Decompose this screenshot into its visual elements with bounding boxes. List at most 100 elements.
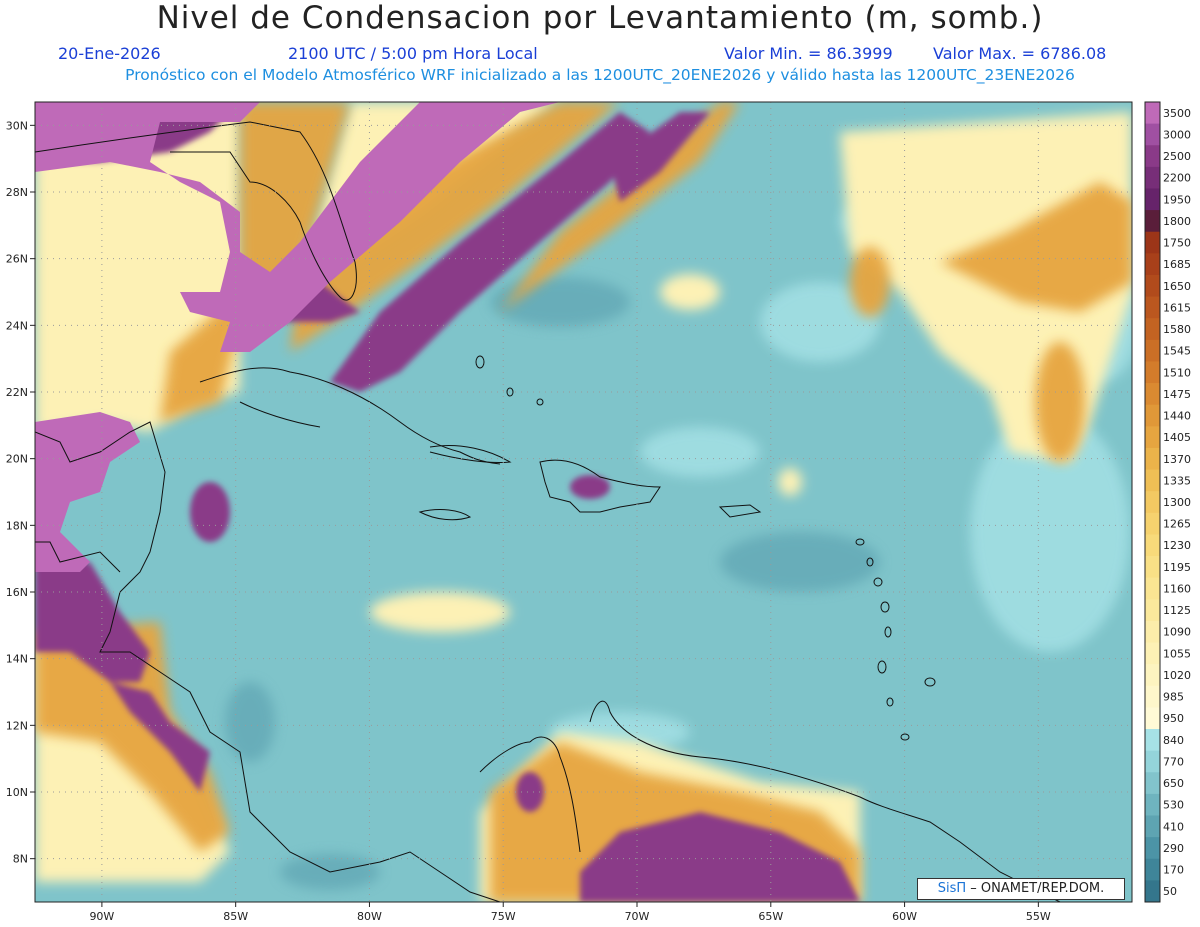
lat-tick-label: 26N: [6, 253, 28, 266]
highest-lcl-lilac: [35, 102, 560, 572]
colorbar-label: 50: [1163, 885, 1177, 898]
colorbar-label: 770: [1163, 755, 1184, 768]
lon-tick-label: 60W: [892, 910, 917, 923]
colorbar-label: 1580: [1163, 323, 1191, 336]
colorbar-swatch: [1145, 426, 1160, 449]
colorbar-swatch: [1145, 577, 1160, 600]
colorbar-swatch: [1145, 512, 1160, 535]
lon-tick-label: 55W: [1026, 910, 1051, 923]
colorbar-label: 1405: [1163, 431, 1191, 444]
colorbar-label: 1475: [1163, 388, 1191, 401]
colorbar-swatch: [1145, 880, 1160, 903]
colorbar-swatch: [1145, 361, 1160, 384]
island-chain: [475, 355, 936, 741]
forecast-time: 2100 UTC / 5:00 pm Hora Local: [288, 44, 538, 63]
colorbar-swatch: [1145, 685, 1160, 708]
lon-tick-label: 75W: [491, 910, 516, 923]
colorbar-swatch: [1145, 102, 1160, 125]
colorbar-border: [1144, 101, 1161, 903]
plot-border: [34, 101, 1133, 903]
colorbar-label: 1950: [1163, 193, 1191, 206]
colorbar-label: 1090: [1163, 626, 1191, 639]
lat-tick-label: 16N: [6, 586, 28, 599]
colorbar-label: 170: [1163, 864, 1184, 877]
colorbar-label: 1650: [1163, 280, 1191, 293]
lon-tick-label: 90W: [89, 910, 114, 923]
coastlines: [35, 121, 1061, 902]
colorbar-swatch: [1145, 188, 1160, 211]
map-title: Nivel de Condensacion por Levantamiento …: [156, 0, 1044, 36]
model-subtitle: Pronóstico con el Modelo Atmosférico WRF…: [125, 66, 1075, 84]
colorbar-swatch: [1145, 145, 1160, 168]
colorbar-swatch: [1145, 620, 1160, 643]
lat-tick-label: 20N: [6, 453, 28, 466]
colorbar-swatch: [1145, 339, 1160, 362]
colorbar-swatch: [1145, 253, 1160, 276]
colorbar-swatch: [1145, 210, 1160, 233]
colorbar-swatch: [1145, 491, 1160, 514]
lat-tick-label: 30N: [6, 119, 28, 132]
colorbar-label: 1545: [1163, 345, 1191, 358]
colorbar-swatch: [1145, 383, 1160, 406]
colorbar: 3500 3000 2500 2200 1950 1800 1750 1685 1650 1615…: [1144, 101, 1191, 903]
colorbar-swatch: [1145, 815, 1160, 838]
colorbar-swatch: [1145, 296, 1160, 319]
lcl-map: 90W 85W 80W 75W 70W 65W 60W 55W 8N 10N 12N 14N 16N 18…: [6, 101, 1191, 923]
colorbar-label: 985: [1163, 691, 1184, 704]
colorbar-swatch: [1145, 837, 1160, 860]
credit-brand: SisΠ: [937, 881, 967, 896]
colorbar-label: 1230: [1163, 539, 1191, 552]
colorbar-swatch: [1145, 750, 1160, 773]
max-value-label: Valor Max. = 6786.08: [933, 44, 1107, 63]
axes: 90W 85W 80W 75W 70W 65W 60W 55W 8N 10N 12N 14N 16N 18…: [6, 119, 1051, 923]
colorbar-label: 1055: [1163, 647, 1191, 660]
lat-tick-label: 24N: [6, 319, 28, 332]
lat-tick-label: 18N: [6, 519, 28, 532]
colorbar-label: 1750: [1163, 237, 1191, 250]
colorbar-label: 1440: [1163, 410, 1191, 423]
colorbar-label: 840: [1163, 734, 1184, 747]
lon-tick-label: 70W: [625, 910, 650, 923]
colorbar-swatch: [1145, 231, 1160, 254]
forecast-date: 20-Ene-2026: [58, 44, 161, 63]
colorbar-swatch: [1145, 664, 1160, 687]
colorbar-swatch: [1145, 642, 1160, 665]
colorbar-label: 1335: [1163, 474, 1191, 487]
lon-tick-label: 85W: [223, 910, 248, 923]
colorbar-label: 1020: [1163, 669, 1191, 682]
colorbar-swatch: [1145, 469, 1160, 492]
lat-tick-label: 8N: [13, 853, 28, 866]
colorbar-swatch: [1145, 404, 1160, 427]
colorbar-label: 2200: [1163, 172, 1191, 185]
colorbar-label: 1160: [1163, 582, 1191, 595]
field-layer: [35, 102, 1132, 902]
credit-box: SisΠ – ONAMET/REP.DOM.: [917, 878, 1125, 900]
colorbar-label: 1370: [1163, 453, 1191, 466]
graticule: [35, 102, 1132, 902]
colorbar-swatch: [1145, 772, 1160, 795]
lat-tick-label: 28N: [6, 186, 28, 199]
colorbar-swatch: [1145, 274, 1160, 297]
colorbar-swatch: [1145, 123, 1160, 146]
colorbar-swatch: [1145, 318, 1160, 341]
colorbar-label: 3000: [1163, 128, 1191, 141]
colorbar-label: 650: [1163, 777, 1184, 790]
lon-tick-label: 65W: [758, 910, 783, 923]
lat-tick-label: 10N: [6, 786, 28, 799]
colorbar-swatch: [1145, 707, 1160, 730]
colorbar-swatch: [1145, 599, 1160, 622]
lat-tick-label: 12N: [6, 719, 28, 732]
colorbar-label: 1125: [1163, 604, 1191, 617]
colorbar-label: 1800: [1163, 215, 1191, 228]
colorbar-label: 1300: [1163, 496, 1191, 509]
colorbar-label: 3500: [1163, 107, 1191, 120]
colorbar-label: 950: [1163, 712, 1184, 725]
colorbar-label: 290: [1163, 842, 1184, 855]
colorbar-label: 410: [1163, 820, 1184, 833]
colorbar-swatch: [1145, 534, 1160, 557]
min-value-label: Valor Min. = 86.3999: [724, 44, 893, 63]
colorbar-label: 2500: [1163, 150, 1191, 163]
colorbar-label: 1685: [1163, 258, 1191, 271]
credit-text: – ONAMET/REP.DOM.: [970, 881, 1105, 896]
colorbar-label: 1615: [1163, 301, 1191, 314]
